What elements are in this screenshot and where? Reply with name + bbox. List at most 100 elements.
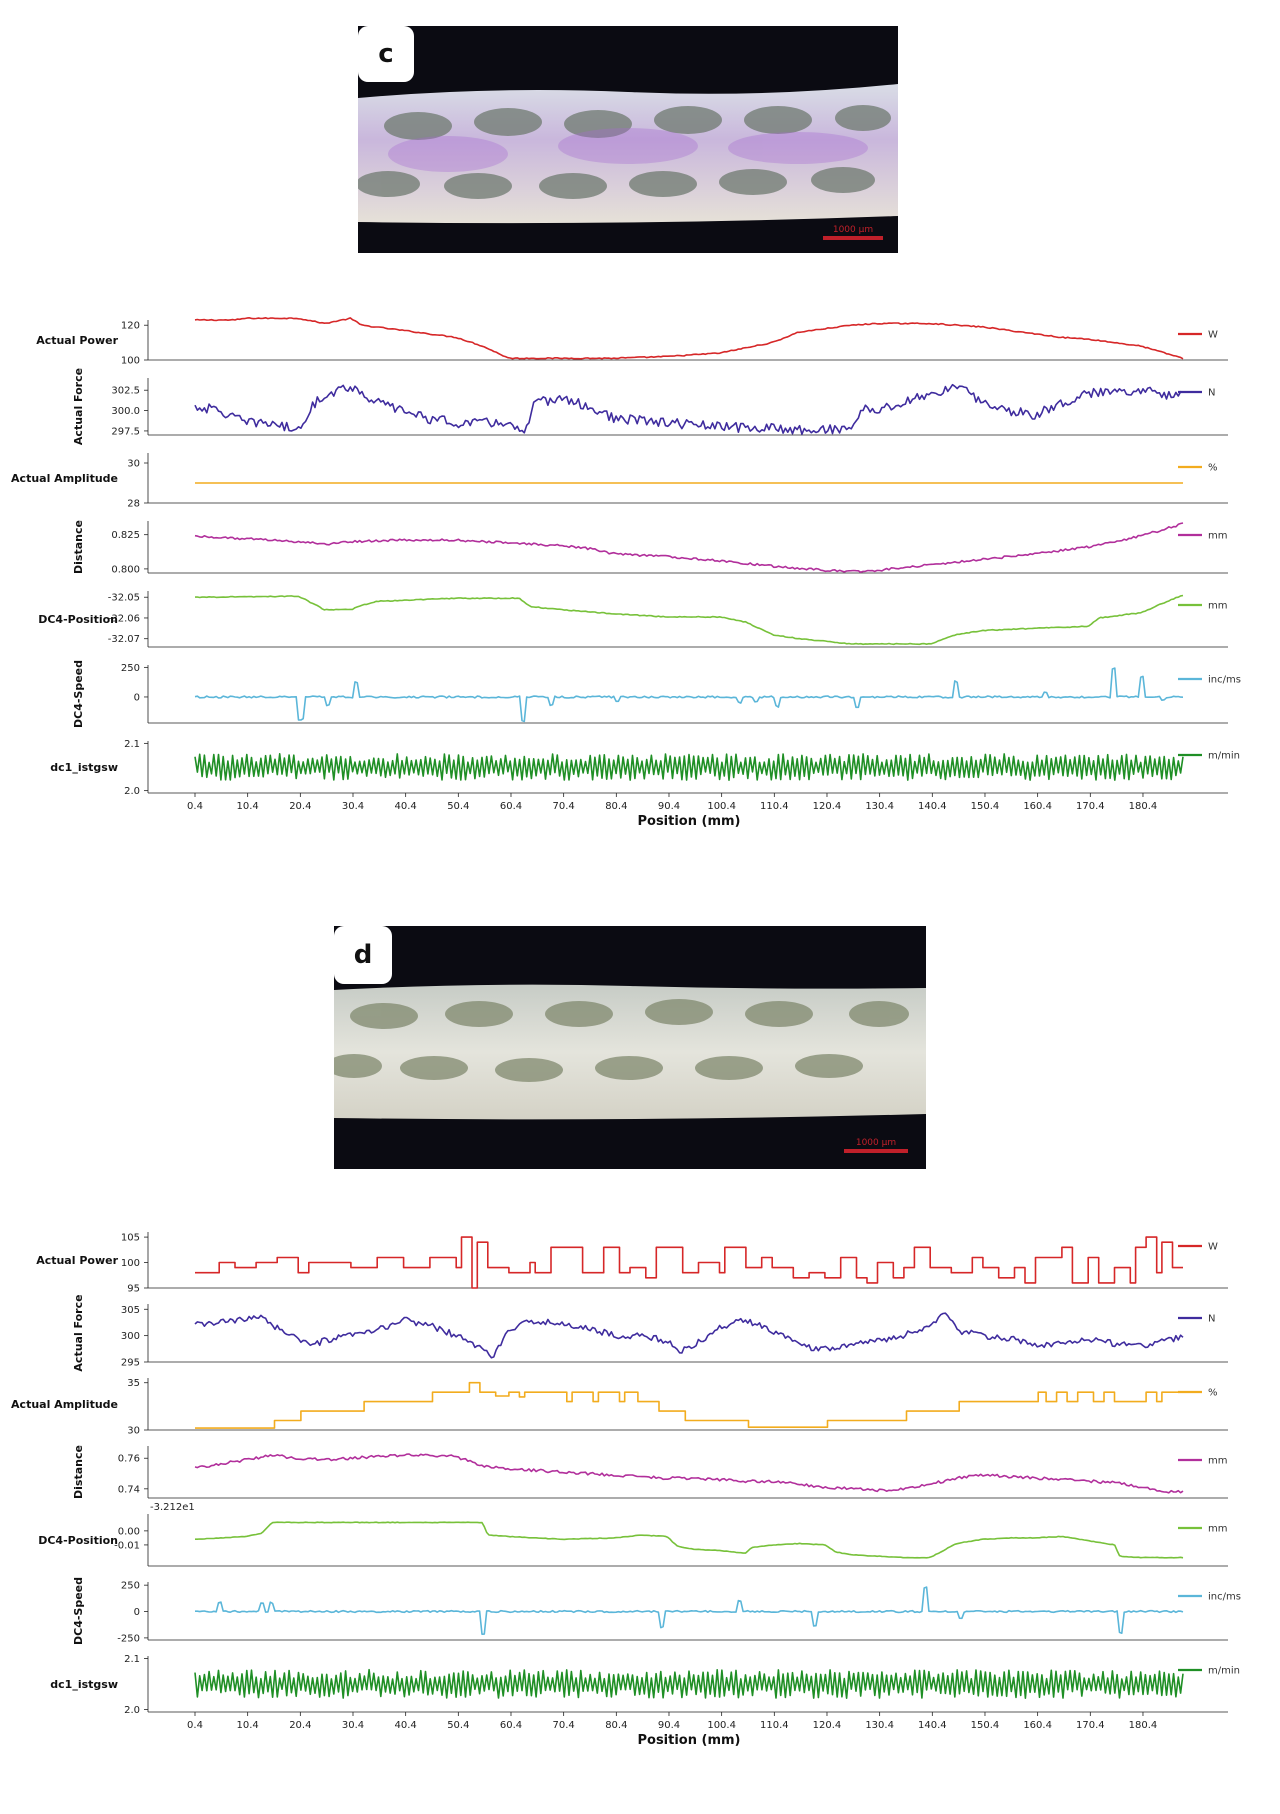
x-tick-label: 120.4 <box>813 1720 842 1731</box>
y-axis-label: dc1_istgsw <box>50 1678 118 1691</box>
subplot-dc4-speed: 250 0 DC4-Speed inc/ms <box>72 660 1241 728</box>
x-tick-label: 30.4 <box>342 1720 364 1731</box>
x-tick-label: 120.4 <box>813 801 842 812</box>
legend-label: % <box>1208 463 1218 474</box>
y-axis-label: DC4-Speed <box>72 660 85 728</box>
y-tick-label: 105 <box>121 1233 140 1244</box>
y-tick-label: 0.00 <box>118 1526 140 1537</box>
y-tick-label: 300.0 <box>111 406 140 417</box>
y-tick-label: 2.1 <box>124 1654 140 1665</box>
x-tick-label: 40.4 <box>395 1720 417 1731</box>
cross-section-photo-c: 1000 µm <box>358 26 898 253</box>
series-line <box>194 383 1184 435</box>
x-tick-label: 50.4 <box>447 801 469 812</box>
subplot-dc4-position: -32.05 -32.06 -32.07 DC4-Position mm <box>38 591 1228 648</box>
y-axis-label: Distance <box>72 520 85 574</box>
x-tick-label: 10.4 <box>237 1720 259 1731</box>
legend-label: mm <box>1208 1524 1227 1535</box>
x-tick-label: 90.4 <box>658 801 680 812</box>
x-tick-label: 160.4 <box>1023 1720 1052 1731</box>
y-tick-label: 295 <box>121 1358 140 1369</box>
subplot-dc1-istgsw: 2.1 2.0 dc1_istgsw m/min <box>50 739 1240 797</box>
x-tick-label: 100.4 <box>707 1720 736 1731</box>
x-tick-label: 130.4 <box>865 801 894 812</box>
x-tick-label: 70.4 <box>553 1720 575 1731</box>
x-axis-label: Position (mm) <box>637 1733 740 1748</box>
x-axis: 0.4 10.4 20.4 30.4 40.4 50.4 60.4 70.4 80.4 90.4 1… <box>187 793 1157 829</box>
x-tick-label: 140.4 <box>918 1720 947 1731</box>
y-tick-label: 120 <box>121 321 140 332</box>
series-line <box>195 1521 1184 1559</box>
y-tick-label: 305 <box>121 1305 140 1316</box>
subplot-distance: 0.825 0.800 Distance mm <box>72 520 1228 575</box>
y-tick-label: 302.5 <box>111 386 140 397</box>
x-tick-label: 0.4 <box>187 801 203 812</box>
scale-bar-d <box>844 1149 908 1153</box>
y-tick-label: 2.0 <box>124 1705 140 1716</box>
subplot-actual-amplitude: 35 30 Actual Amplitude% <box>11 1378 1228 1437</box>
x-axis: 0.4 10.4 20.4 30.4 40.4 50.4 60.4 70.4 80.4 90.4 1… <box>187 1712 1157 1748</box>
y-tick-label: 300 <box>121 1331 140 1342</box>
x-tick-label: 150.4 <box>971 801 1000 812</box>
x-tick-label: 50.4 <box>447 1720 469 1731</box>
y-tick-label: 95 <box>127 1284 140 1295</box>
y-tick-label: 250 <box>121 663 140 674</box>
y-tick-label: 0 <box>134 1607 140 1618</box>
y-tick-label: -32.05 <box>108 593 140 604</box>
x-tick-label: 170.4 <box>1076 801 1105 812</box>
legend-label: inc/ms <box>1208 675 1241 686</box>
y-axis-label: Actual Force <box>72 1294 85 1371</box>
scale-bar-label-d: 1000 µm <box>856 1138 896 1148</box>
y-tick-label: 250 <box>121 1581 140 1592</box>
y-tick-label: -0.01 <box>114 1540 140 1551</box>
y-axis-label: Actual Amplitude <box>11 472 118 485</box>
x-tick-label: 110.4 <box>760 1720 789 1731</box>
x-tick-label: 80.4 <box>605 1720 627 1731</box>
y-tick-label: -250 <box>117 1633 140 1644</box>
x-tick-label: 40.4 <box>395 801 417 812</box>
y-tick-label: 0.825 <box>111 530 140 541</box>
x-tick-label: 150.4 <box>971 1720 1000 1731</box>
legend-label: N <box>1208 388 1215 399</box>
x-tick-label: 170.4 <box>1076 1720 1105 1731</box>
series-line <box>194 1453 1184 1494</box>
series-line <box>194 1668 1184 1699</box>
y-tick-label: 0 <box>134 692 140 703</box>
subplot-actual-force: 305 300 295 Actual Force N <box>72 1294 1228 1372</box>
x-tick-label: 140.4 <box>918 801 947 812</box>
legend-label: mm <box>1208 601 1227 612</box>
series-line <box>194 594 1184 646</box>
x-tick-label: 70.4 <box>553 801 575 812</box>
series-line <box>194 317 1184 360</box>
x-tick-label: 30.4 <box>342 801 364 812</box>
legend-label: W <box>1208 1242 1218 1253</box>
legend-label: mm <box>1208 531 1227 542</box>
y-tick-label: 0.800 <box>111 564 140 575</box>
x-tick-label: 130.4 <box>865 1720 894 1731</box>
y-tick-label: -32.07 <box>108 634 140 645</box>
x-tick-label: 10.4 <box>237 801 259 812</box>
y-tick-label: 30 <box>127 1426 140 1437</box>
x-tick-label: 20.4 <box>289 1720 311 1731</box>
y-axis-label: dc1_istgsw <box>50 761 118 774</box>
subplot-actual-power: 105 100 95 Actual Power W <box>36 1232 1228 1295</box>
y-tick-label: 100 <box>121 1258 140 1269</box>
y-tick-label: 35 <box>127 1378 140 1389</box>
subplot-distance: 0.76 0.74 Distance mm <box>72 1445 1228 1499</box>
y-axis-label: Actual Power <box>36 1254 118 1267</box>
legend-label: W <box>1208 330 1218 341</box>
series-line <box>194 667 1184 723</box>
subplot-dc1-istgsw: 2.1 2.0 dc1_istgsw m/min <box>50 1654 1240 1716</box>
x-tick-label: 60.4 <box>500 1720 522 1731</box>
y-tick-label: 28 <box>127 499 140 510</box>
y-axis-label: Distance <box>72 1445 85 1499</box>
series-line <box>195 1236 1183 1289</box>
y-tick-label: 30 <box>127 459 140 470</box>
x-tick-label: 110.4 <box>760 801 789 812</box>
y-tick-label: 0.76 <box>118 1454 140 1465</box>
series-line <box>195 1381 1183 1429</box>
